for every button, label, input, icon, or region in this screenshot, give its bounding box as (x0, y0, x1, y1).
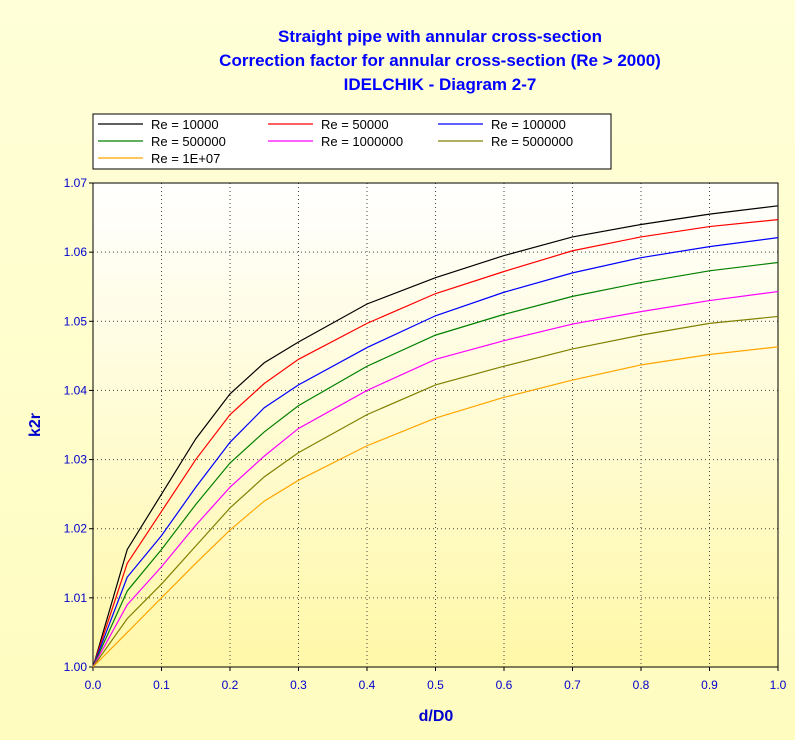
x-tick-label: 0.9 (701, 678, 718, 692)
x-tick-label: 0.6 (496, 678, 513, 692)
x-tick-label: 0.4 (359, 678, 376, 692)
x-tick-label: 1.0 (770, 678, 787, 692)
y-tick-label: 1.06 (64, 245, 88, 259)
series-line (92, 261, 779, 668)
y-tick-label: 1.07 (64, 176, 88, 190)
y-tick-label: 1.03 (64, 453, 88, 467)
series-line (92, 315, 779, 668)
chart-title: Straight pipe with annular cross-section (278, 27, 602, 46)
x-tick-label: 0.3 (290, 678, 307, 692)
series-line (92, 290, 779, 668)
x-tick-label: 0.5 (427, 678, 444, 692)
x-tick-label: 0.7 (564, 678, 581, 692)
y-axis-label: k2r (27, 413, 44, 437)
legend-label: Re = 50000 (321, 117, 389, 132)
y-tick-label: 1.05 (64, 314, 88, 328)
y-tick-label: 1.00 (64, 660, 88, 674)
series-line (92, 205, 779, 668)
legend (92, 113, 612, 170)
x-tick-label: 0.2 (222, 678, 239, 692)
legend-label: Re = 5000000 (491, 134, 573, 149)
x-tick-label: 0.8 (633, 678, 650, 692)
y-tick-label: 1.01 (64, 591, 88, 605)
legend-label: Re = 500000 (151, 134, 226, 149)
legend-label: Re = 1000000 (321, 134, 403, 149)
x-tick-label: 0.1 (153, 678, 170, 692)
x-axis-label: d/D0 (419, 708, 454, 725)
legend-label: Re = 100000 (491, 117, 566, 132)
series-line (92, 346, 779, 668)
chart-title: Correction factor for annular cross-sect… (219, 51, 661, 70)
series-line (92, 219, 779, 668)
chart-title: IDELCHIK - Diagram 2-7 (344, 75, 537, 94)
series-line (92, 237, 779, 668)
legend-label: Re = 10000 (151, 117, 219, 132)
legend-label: Re = 1E+07 (151, 151, 220, 166)
x-tick-label: 0.0 (85, 678, 102, 692)
y-tick-label: 1.04 (64, 383, 88, 397)
y-tick-label: 1.02 (64, 522, 88, 536)
plot-border (92, 182, 779, 668)
